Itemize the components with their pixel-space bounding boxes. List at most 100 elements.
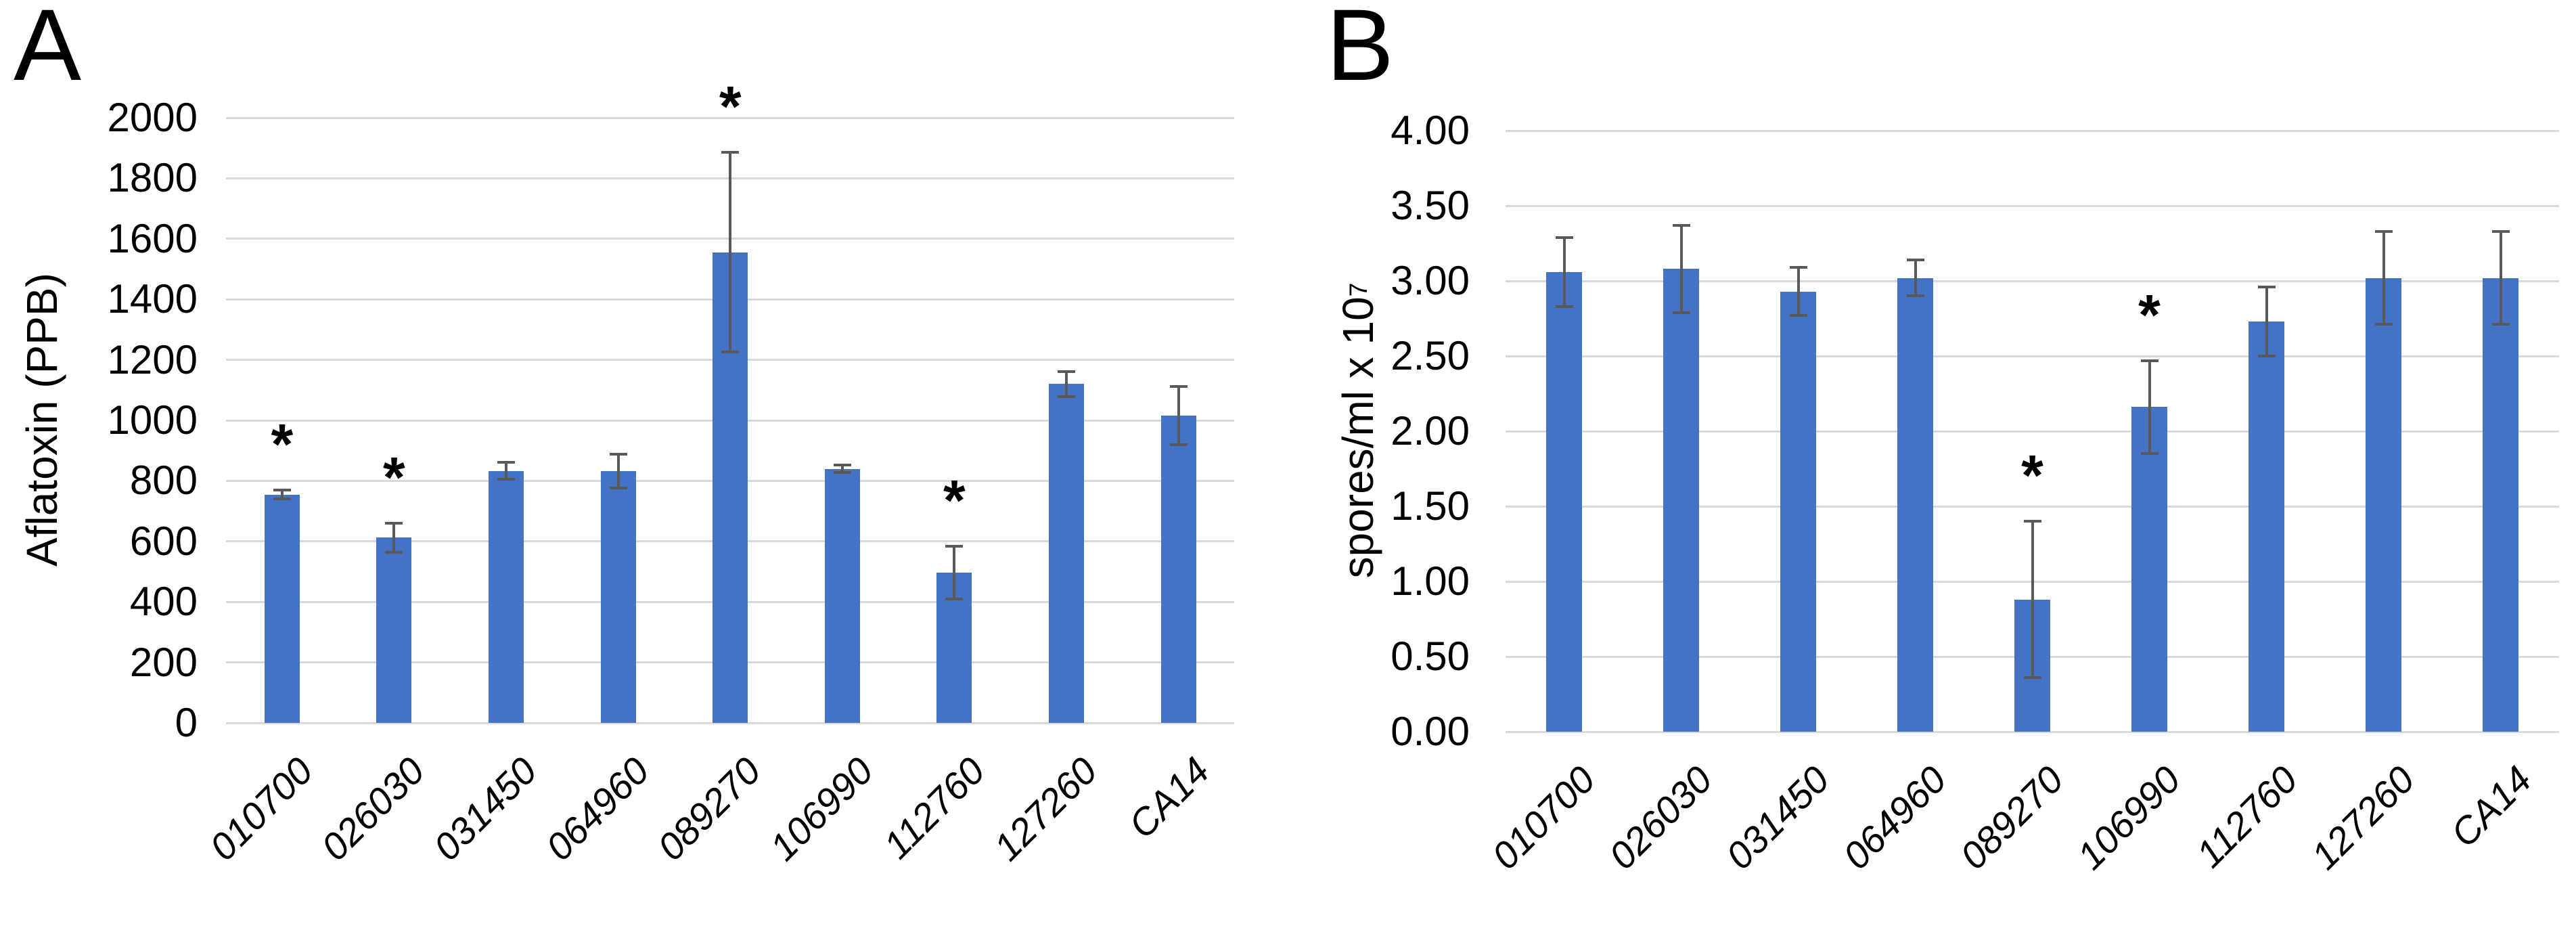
error-bar-cap-bottom [609, 486, 627, 489]
figure-two-panel-bar-charts: A Aflatoxin (PPB) * * * * B spores/ml x 10 7… [14, 0, 2559, 878]
error-bar-cap-top [1789, 266, 1807, 269]
y-tick-label: 2.50 [1391, 333, 1470, 378]
y-tick-label: 3.50 [1391, 183, 1470, 228]
bar-026030 [1663, 269, 1699, 732]
error-bar-cap-bottom [2257, 355, 2276, 357]
error-bar-cap-top [721, 151, 740, 154]
significance-asterisk: * [2138, 282, 2161, 347]
error-bar-cap-bottom [1789, 314, 1807, 317]
error-bar-line [392, 523, 396, 552]
y-tick-label: 4.00 [1391, 108, 1470, 153]
error-bar-cap-top [2374, 229, 2393, 233]
gridline [1506, 730, 2559, 733]
y-tick-label: 1000 [107, 397, 198, 443]
bar-026030 [376, 537, 412, 723]
significance-asterisk: * [943, 468, 966, 532]
error-bar-cap-top [609, 452, 627, 456]
gridline [1506, 430, 2559, 433]
bar-010700 [264, 494, 300, 723]
y-tick-label: 1.50 [1391, 483, 1470, 529]
y-tick-label: 800 [129, 458, 198, 504]
error-bar-cap-bottom [497, 478, 515, 481]
error-bar-cap-bottom [945, 597, 964, 600]
error-bar-cap-bottom [833, 470, 851, 474]
error-bar-cap-top [945, 544, 964, 548]
error-bar-cap-top [273, 488, 291, 491]
error-bar-line [616, 454, 620, 488]
y-tick-label: 3.00 [1391, 258, 1470, 303]
error-bar-cap-bottom [385, 550, 403, 554]
error-bar-line [953, 546, 956, 599]
panel-b-plot-area: * * [1506, 129, 2559, 733]
error-bar-line [1797, 267, 1800, 316]
bar-031450 [1780, 291, 1816, 732]
gridline [1506, 280, 2559, 282]
gridline [226, 116, 1234, 119]
error-bar-line [505, 462, 507, 480]
y-tick-label: 0.50 [1391, 634, 1470, 679]
panel-b-letter: B [1326, 0, 1395, 102]
bar-112760 [2249, 321, 2284, 732]
error-bar-cap-bottom [1555, 305, 1573, 308]
error-bar-cap-bottom [2491, 323, 2510, 326]
gridline [1506, 505, 2559, 508]
gridline [1506, 129, 2559, 132]
y-tick-label: 1600 [107, 215, 198, 261]
bar-106990 [824, 468, 860, 723]
significance-asterisk: * [2021, 443, 2043, 508]
error-bar-cap-top [1058, 370, 1075, 373]
error-bar-line [1562, 237, 1566, 307]
bar-031450 [489, 470, 524, 723]
error-bar-cap-top [1169, 385, 1188, 389]
y-tick-label: 0 [175, 700, 198, 745]
bar-064960 [1897, 278, 1933, 732]
y-tick-label: 0.00 [1391, 709, 1470, 754]
error-bar-line [2265, 286, 2268, 356]
bar-064960 [600, 470, 636, 723]
bar-010700 [1546, 271, 1582, 732]
y-tick-label: 1400 [107, 276, 198, 322]
error-bar-cap-top [833, 464, 851, 467]
y-tick-label: 1200 [107, 336, 198, 382]
gridline [1506, 204, 2559, 207]
panel-a-letter: A [14, 0, 82, 102]
bar-106990 [2131, 407, 2167, 732]
bar-127260 [2366, 278, 2401, 732]
error-bar-line [840, 465, 844, 472]
y-tick-label: 2000 [107, 95, 198, 140]
error-bar-cap-top [2023, 520, 2041, 523]
y-tick-label: 1800 [107, 155, 198, 201]
error-bar-cap-bottom [1058, 395, 1075, 399]
error-bar-line [1679, 225, 1683, 313]
error-bar-cap-bottom [1672, 311, 1690, 314]
error-bar-cap-bottom [1169, 443, 1188, 447]
bar-CA14 [2483, 278, 2518, 732]
error-bar-cap-top [1672, 223, 1690, 227]
error-bar-cap-bottom [721, 351, 740, 354]
error-bar-line [2148, 360, 2151, 454]
y-tick-label: 600 [129, 518, 198, 564]
error-bar-cap-bottom [2023, 676, 2041, 680]
y-tick-label: 200 [129, 639, 198, 685]
error-bar-line [2382, 231, 2385, 325]
significance-asterisk: * [271, 412, 294, 476]
error-bar-cap-top [1906, 258, 1924, 261]
error-bar-cap-top [2257, 285, 2276, 288]
error-bar-cap-top [2491, 229, 2510, 233]
gridline [1506, 355, 2559, 357]
bar-127260 [1049, 384, 1084, 723]
error-bar-line [280, 489, 284, 500]
error-bar-line [2031, 521, 2034, 678]
error-bar-line [1065, 371, 1068, 397]
error-bar-cap-bottom [2374, 323, 2393, 326]
error-bar-line [729, 152, 732, 353]
gridline [226, 722, 1234, 724]
error-bar-cap-top [385, 521, 403, 525]
error-bar-line [1914, 259, 1917, 296]
error-bar-cap-bottom [1906, 294, 1924, 298]
panel-a-plot-area: * * * * [226, 78, 1234, 724]
error-bar-cap-top [497, 461, 515, 464]
error-bar-cap-bottom [2140, 452, 2159, 456]
error-bar-cap-top [1555, 236, 1573, 239]
y-tick-label: 2.00 [1391, 408, 1470, 454]
